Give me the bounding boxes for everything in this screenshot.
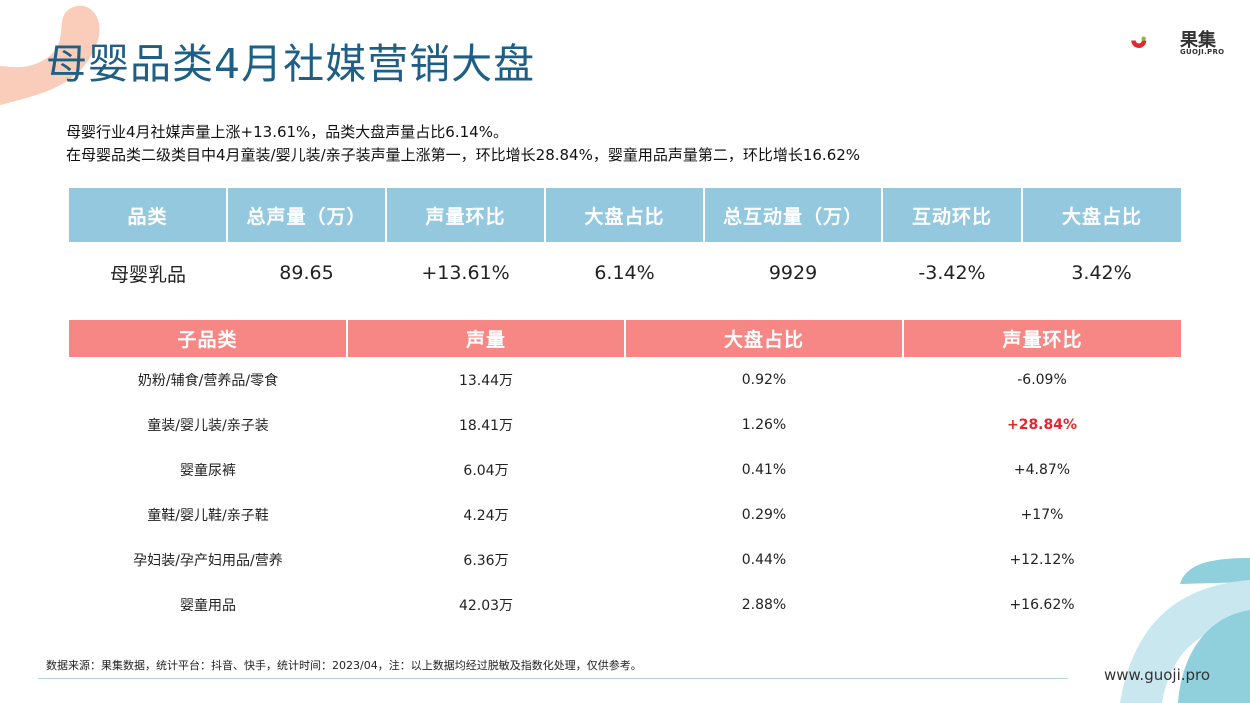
header-volume-mom: 声量环比 bbox=[386, 188, 546, 242]
cell-total-interaction: 9929 bbox=[768, 262, 818, 284]
summary-text: 母婴行业4月社媒声量上涨+13.61%，品类大盘声量占比6.14%。 在母婴品类… bbox=[66, 121, 860, 167]
header-share: 大盘占比 bbox=[545, 188, 705, 242]
cell-mom: +16.62% bbox=[1009, 596, 1075, 613]
logo-text: 果集 bbox=[1180, 30, 1216, 51]
header-share: 大盘占比 bbox=[625, 320, 904, 357]
table-header-row: 子品类 声量 大盘占比 声量环比 bbox=[69, 320, 1181, 357]
logo-subtext: GUOJI.PRO bbox=[1180, 48, 1225, 56]
table-header-row: 品类 总声量（万） 声量环比 大盘占比 总互动量（万） 互动环比 大盘占比 bbox=[69, 188, 1181, 242]
cell-mom-highlight: +28.84% bbox=[1006, 416, 1078, 433]
cell-volume: 6.04万 bbox=[463, 462, 509, 479]
cell-share: 0.29% bbox=[741, 506, 787, 523]
corner-peach-decoration bbox=[0, 5, 100, 106]
data-source-footnote: 数据来源：果集数据，统计平台：抖音、快手，统计时间：2023/04，注：以上数据… bbox=[46, 659, 642, 672]
cell-subcategory: 婴童尿裤 bbox=[180, 462, 236, 479]
cell-share: 1.26% bbox=[741, 416, 787, 433]
cell-share: 0.92% bbox=[741, 371, 787, 388]
cell-volume-mom: +13.61% bbox=[421, 262, 510, 284]
table-row: 婴童尿裤 6.04万 0.41% +4.87% bbox=[69, 447, 1181, 492]
cell-mom: +17% bbox=[1020, 506, 1064, 523]
cell-volume: 18.41万 bbox=[458, 417, 514, 434]
cell-share: 6.14% bbox=[594, 262, 655, 284]
cell-subcategory: 婴童用品 bbox=[180, 597, 236, 614]
table-row: 奶粉/辅食/营养品/零食 13.44万 0.92% -6.09% bbox=[69, 357, 1181, 402]
cell-category: 母婴乳品 bbox=[109, 263, 186, 286]
header-interaction-mom: 互动环比 bbox=[882, 188, 1023, 242]
header-interaction-share: 大盘占比 bbox=[1022, 188, 1181, 242]
cell-share: 0.44% bbox=[741, 551, 787, 568]
cell-volume: 4.24万 bbox=[463, 507, 509, 524]
cell-volume: 13.44万 bbox=[458, 372, 514, 389]
page-title: 母婴品类4月社媒营销大盘 bbox=[46, 40, 536, 88]
cell-share: 0.41% bbox=[741, 461, 787, 478]
table-row: 童装/婴儿装/亲子装 18.41万 1.26% +28.84% bbox=[69, 402, 1181, 447]
header-total-volume: 总声量（万） bbox=[227, 188, 387, 242]
table-row: 母婴乳品 89.65 +13.61% 6.14% 9929 -3.42% 3.4… bbox=[69, 242, 1181, 304]
table-row: 孕妇装/孕产妇用品/营养 6.36万 0.44% +12.12% bbox=[69, 537, 1181, 582]
website-link[interactable]: www.guoji.pro bbox=[1104, 666, 1211, 684]
header-category: 品类 bbox=[69, 188, 228, 242]
cell-share: 2.88% bbox=[741, 596, 787, 613]
header-volume: 声量 bbox=[347, 320, 626, 357]
cell-subcategory: 童装/婴儿装/亲子装 bbox=[147, 417, 269, 434]
cell-volume: 6.36万 bbox=[463, 552, 509, 569]
guoji-logo-icon bbox=[1131, 36, 1147, 48]
cell-interaction-mom: -3.42% bbox=[918, 262, 986, 284]
summary-line-2: 在母婴品类二级类目中4月童装/婴儿装/亲子装声量上涨第一，环比增长28.84%，… bbox=[66, 146, 861, 164]
corner-teal-decoration bbox=[1120, 558, 1250, 703]
cell-subcategory: 奶粉/辅食/营养品/零食 bbox=[137, 372, 279, 389]
subcategory-table: 子品类 声量 大盘占比 声量环比 奶粉/辅食/营养品/零食 13.44万 0.9… bbox=[69, 320, 1181, 627]
table-row: 童鞋/婴儿鞋/亲子鞋 4.24万 0.29% +17% bbox=[69, 492, 1181, 537]
cell-mom: +4.87% bbox=[1013, 461, 1071, 478]
category-summary-table: 品类 总声量（万） 声量环比 大盘占比 总互动量（万） 互动环比 大盘占比 母婴… bbox=[69, 188, 1181, 304]
summary-line-1: 母婴行业4月社媒声量上涨+13.61%，品类大盘声量占比6.14%。 bbox=[66, 123, 508, 141]
cell-total-volume: 89.65 bbox=[279, 262, 334, 284]
cell-interaction-share: 3.42% bbox=[1071, 262, 1132, 284]
cell-subcategory: 孕妇装/孕产妇用品/营养 bbox=[133, 552, 283, 569]
cell-volume: 42.03万 bbox=[458, 597, 514, 614]
footer-divider bbox=[38, 678, 1068, 679]
cell-mom: +12.12% bbox=[1009, 551, 1075, 568]
table-row: 婴童用品 42.03万 2.88% +16.62% bbox=[69, 582, 1181, 627]
header-volume-mom: 声量环比 bbox=[903, 320, 1181, 357]
cell-mom: -6.09% bbox=[1017, 371, 1067, 388]
cell-subcategory: 童鞋/婴儿鞋/亲子鞋 bbox=[147, 507, 269, 524]
header-total-interaction: 总互动量（万） bbox=[704, 188, 883, 242]
header-subcategory: 子品类 bbox=[69, 320, 348, 357]
